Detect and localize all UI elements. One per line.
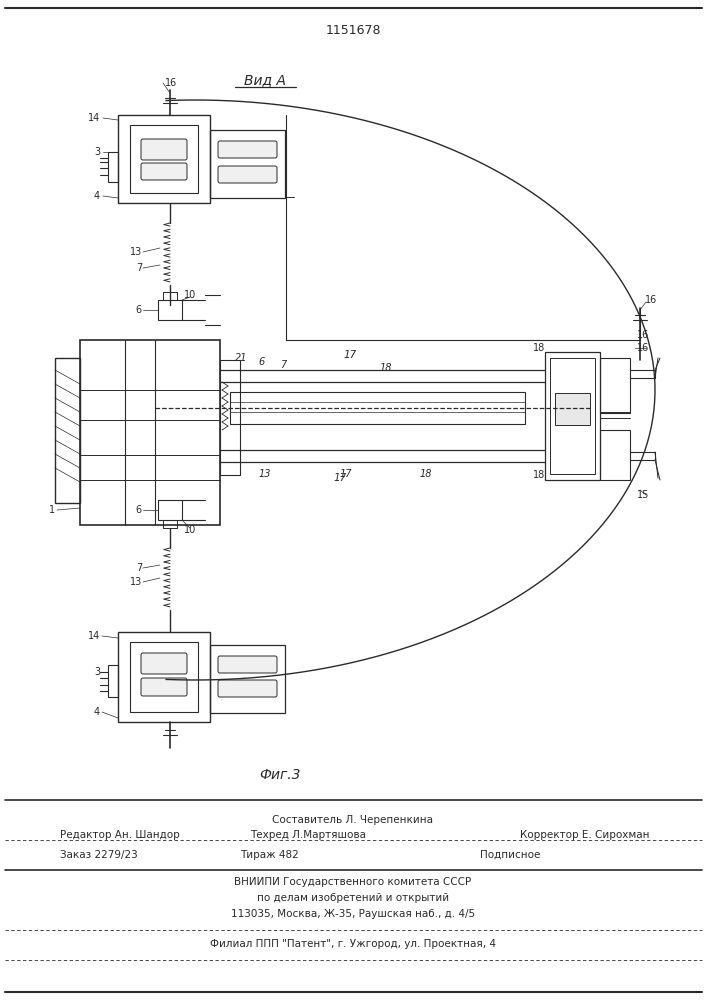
Text: 7: 7 — [280, 360, 286, 370]
Text: 21: 21 — [235, 353, 247, 363]
Text: 10: 10 — [184, 525, 196, 535]
Text: 16: 16 — [645, 295, 658, 305]
FancyBboxPatch shape — [141, 678, 187, 696]
Text: 17: 17 — [340, 469, 353, 479]
Bar — [55, 358, 80, 503]
Text: 4: 4 — [94, 191, 100, 201]
Text: 13: 13 — [130, 247, 142, 257]
Text: 7: 7 — [136, 263, 142, 273]
Text: Филиал ППП "Патент", г. Ужгород, ул. Проектная, 4: Филиал ППП "Патент", г. Ужгород, ул. Про… — [210, 939, 496, 949]
Text: 18: 18 — [420, 469, 433, 479]
Text: Составитель Л. Черепенкина: Составитель Л. Черепенкина — [272, 815, 433, 825]
Bar — [555, 393, 590, 425]
Text: 3: 3 — [94, 667, 100, 677]
Text: по делам изобретений и открытий: по делам изобретений и открытий — [257, 893, 449, 903]
Text: Редактор Ан. Шандор: Редактор Ан. Шандор — [60, 830, 180, 840]
Text: 10: 10 — [184, 290, 196, 300]
Text: 1151678: 1151678 — [325, 23, 381, 36]
Bar — [80, 340, 220, 525]
FancyBboxPatch shape — [218, 166, 277, 183]
Bar — [130, 125, 198, 193]
Text: 3: 3 — [94, 147, 100, 157]
Bar — [220, 360, 240, 475]
Bar — [545, 352, 600, 480]
Text: 14: 14 — [88, 631, 100, 641]
Text: 16: 16 — [637, 343, 649, 353]
Text: 18: 18 — [533, 343, 545, 353]
Bar — [163, 520, 177, 528]
Text: 1: 1 — [49, 505, 55, 515]
Text: 6: 6 — [136, 305, 142, 315]
Text: 14: 14 — [88, 113, 100, 123]
Bar — [163, 292, 177, 300]
Text: ВНИИПИ Государственного комитета СССР: ВНИИПИ Государственного комитета СССР — [235, 877, 472, 887]
Text: Тираж 482: Тираж 482 — [240, 850, 299, 860]
FancyBboxPatch shape — [141, 139, 187, 160]
Text: Фиг.3: Фиг.3 — [259, 768, 300, 782]
Bar — [108, 152, 118, 182]
Text: Подписное: Подписное — [480, 850, 540, 860]
Text: 113035, Москва, Ж-35, Раушская наб., д. 4/5: 113035, Москва, Ж-35, Раушская наб., д. … — [231, 909, 475, 919]
Bar — [210, 645, 285, 713]
Text: Корректор Е. Сирохман: Корректор Е. Сирохман — [520, 830, 650, 840]
Bar — [210, 130, 285, 198]
FancyBboxPatch shape — [141, 163, 187, 180]
Text: 16: 16 — [637, 330, 649, 340]
Bar — [118, 115, 210, 203]
Bar — [143, 165, 185, 179]
Bar — [600, 358, 630, 413]
Text: 18: 18 — [380, 363, 392, 373]
Text: 17: 17 — [344, 350, 356, 360]
Text: 13: 13 — [130, 577, 142, 587]
Bar — [130, 642, 198, 712]
Bar — [158, 500, 182, 520]
Bar — [230, 392, 525, 424]
Text: 17: 17 — [334, 473, 346, 483]
Bar — [108, 665, 118, 697]
Bar — [550, 358, 595, 474]
Text: 13: 13 — [259, 469, 271, 479]
Text: 16: 16 — [165, 78, 177, 88]
Bar — [158, 300, 182, 320]
Text: 18: 18 — [533, 470, 545, 480]
Text: 15: 15 — [637, 490, 649, 500]
FancyBboxPatch shape — [218, 141, 277, 158]
Text: 6: 6 — [136, 505, 142, 515]
Text: Техред Л.Мартяшова: Техред Л.Мартяшова — [250, 830, 366, 840]
Text: Заказ 2279/23: Заказ 2279/23 — [60, 850, 138, 860]
Bar — [143, 140, 185, 158]
Text: 7: 7 — [136, 563, 142, 573]
FancyBboxPatch shape — [218, 656, 277, 673]
Text: 6: 6 — [258, 357, 264, 367]
Text: Вид А: Вид А — [244, 73, 286, 87]
FancyBboxPatch shape — [218, 680, 277, 697]
Bar — [600, 430, 630, 480]
FancyBboxPatch shape — [141, 653, 187, 674]
Bar — [118, 632, 210, 722]
Text: 4: 4 — [94, 707, 100, 717]
